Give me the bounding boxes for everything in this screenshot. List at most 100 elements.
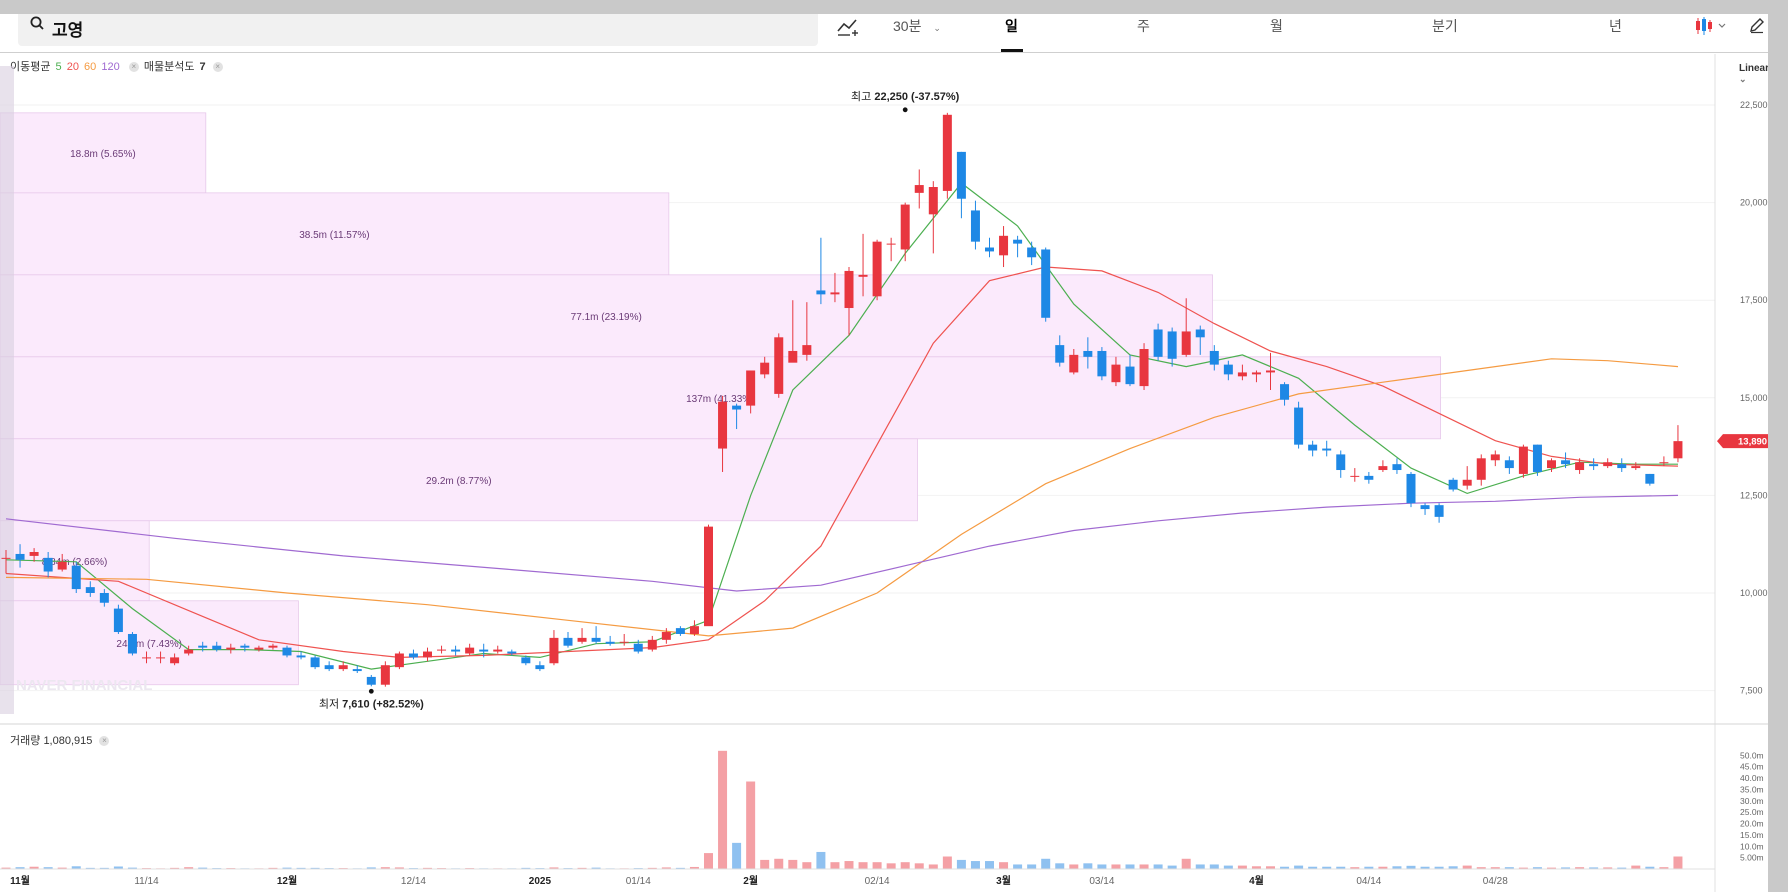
candle-body xyxy=(184,649,194,654)
candle xyxy=(1575,458,1585,474)
draw-trendline-icon[interactable] xyxy=(836,14,860,38)
candle xyxy=(465,643,475,656)
volume-bar xyxy=(184,867,194,869)
candle-body xyxy=(956,151,966,199)
volume-tick-label: 50.0m xyxy=(1740,750,1764,760)
volume-tick-label: 25.0m xyxy=(1740,807,1764,817)
volume-tick-label: 30.0m xyxy=(1740,796,1764,806)
candle xyxy=(1504,456,1514,474)
chart-type-icon[interactable] xyxy=(1694,14,1728,38)
candle xyxy=(844,267,854,336)
candle-body xyxy=(1336,454,1346,471)
tab-year[interactable]: 년 xyxy=(1609,18,1622,34)
candle xyxy=(1153,323,1163,361)
volume-bar xyxy=(689,866,699,869)
volume-bar xyxy=(1406,865,1416,869)
candle xyxy=(1195,325,1205,355)
candle xyxy=(999,226,1009,268)
candle xyxy=(1055,335,1065,367)
candle-body xyxy=(1617,464,1627,469)
candle xyxy=(493,645,503,654)
candle xyxy=(1406,471,1416,508)
volume-bar xyxy=(1645,866,1655,869)
scale-selector[interactable]: Linear ⌄ xyxy=(1739,63,1768,84)
candle-body xyxy=(633,643,643,652)
candle-body xyxy=(1631,466,1641,469)
ma-line-60 xyxy=(5,358,1679,637)
volume-bar xyxy=(268,867,278,869)
candle-body xyxy=(1561,460,1571,465)
candle-body xyxy=(1476,458,1486,480)
candle-body xyxy=(661,632,671,640)
pencil-icon[interactable] xyxy=(1748,16,1766,34)
volume-bar xyxy=(1575,867,1585,869)
close-icon[interactable]: × xyxy=(128,62,139,72)
tab-month[interactable]: 월 xyxy=(1270,18,1283,34)
volume-bar xyxy=(1504,867,1514,869)
low-annotation-marker xyxy=(368,688,374,694)
candle xyxy=(310,655,320,670)
candle xyxy=(1167,327,1177,367)
moving-average-label: 이동평균 xyxy=(10,61,51,73)
candle xyxy=(85,581,95,597)
candle-body xyxy=(689,626,699,634)
candle-body xyxy=(324,665,334,670)
candle-body xyxy=(1434,505,1444,517)
candle-body xyxy=(942,114,952,191)
candle xyxy=(816,237,826,305)
volume-bar xyxy=(1041,858,1051,869)
search-box[interactable]: 고영 xyxy=(18,14,818,46)
candle-body xyxy=(1055,345,1065,363)
candle xyxy=(914,169,924,209)
stock-chart[interactable]: 18.8m (5.65%) 38.5m (11.57%) 77.1m (23.19%… xyxy=(0,14,1768,892)
volume-bar xyxy=(956,859,966,869)
volume-bar xyxy=(1420,866,1430,869)
candle xyxy=(282,645,292,658)
candle-body xyxy=(844,270,854,309)
volume-profile-label: 29.2m (8.77%) xyxy=(426,476,492,487)
candle xyxy=(1,550,11,574)
volume-bar xyxy=(423,867,432,869)
candle xyxy=(1532,444,1542,476)
candle xyxy=(1125,354,1135,387)
tab-week[interactable]: 주 xyxy=(1137,18,1150,34)
candle xyxy=(1069,349,1079,375)
candle xyxy=(43,552,53,578)
candle-body xyxy=(704,526,713,627)
current-price-value: 13,890 xyxy=(1738,437,1767,448)
volume-profile: 18.8m (5.65%) 38.5m (11.57%) 77.1m (23.19%… xyxy=(0,112,1441,686)
candle xyxy=(324,661,334,672)
candle xyxy=(1673,425,1683,463)
candle xyxy=(535,661,545,672)
current-price-tag: 13,890 xyxy=(1717,434,1768,449)
volume-bar xyxy=(1547,867,1556,869)
tab-quarter[interactable]: 분기 xyxy=(1432,18,1458,34)
volume-bar xyxy=(170,867,180,869)
candle xyxy=(57,553,67,572)
close-icon[interactable]: × xyxy=(212,62,223,72)
candle-body xyxy=(29,552,39,556)
volume-profile-bar xyxy=(0,112,207,194)
volume-bar xyxy=(914,863,924,869)
volume-bar xyxy=(310,867,320,869)
x-tick-label: 04/28 xyxy=(1483,876,1508,887)
top-toolbar: 고영 30분 ⌄ 일 주 월 분기 년 xyxy=(0,14,1768,53)
high-annotation-marker xyxy=(902,107,908,113)
tab-day[interactable]: 일 xyxy=(1005,18,1018,34)
ma-line-120 xyxy=(5,494,1679,592)
candle xyxy=(746,370,756,414)
volume-bar xyxy=(1561,867,1571,869)
candle-body xyxy=(1083,350,1093,357)
candle xyxy=(15,544,25,568)
volume-bar xyxy=(1392,866,1402,869)
tab-30min[interactable]: 30분 ⌄ xyxy=(893,18,941,34)
volume-bar xyxy=(113,866,123,869)
candle-body xyxy=(619,641,629,643)
volume-bar xyxy=(43,867,53,869)
volume-bar xyxy=(1251,866,1261,869)
low-annotation-label: 최저 7,610 (+82.52%) xyxy=(319,697,424,710)
candle-body xyxy=(1013,239,1023,244)
candle-body xyxy=(1589,464,1599,467)
volume-bar xyxy=(1055,863,1065,869)
close-icon[interactable]: × xyxy=(99,736,110,746)
